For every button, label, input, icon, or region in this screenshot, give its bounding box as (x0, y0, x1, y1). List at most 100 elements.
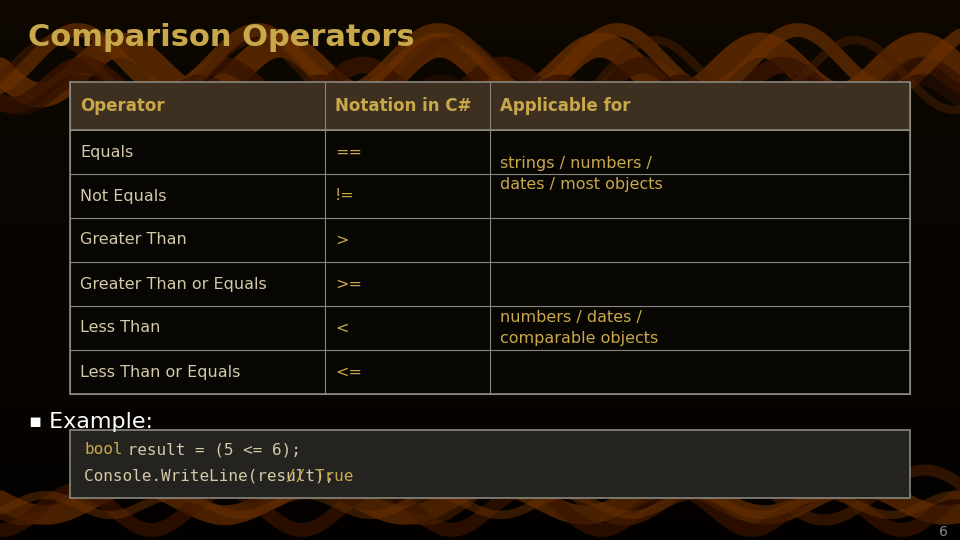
Bar (0, 511, 960, 512)
Bar (0, 459, 960, 460)
Bar (0, 35, 960, 36)
Bar (0, 439, 960, 440)
Bar (0, 251, 960, 252)
Bar (0, 284, 960, 285)
Bar (0, 128, 960, 129)
Bar (0, 470, 960, 471)
Text: strings / numbers /
dates / most objects: strings / numbers / dates / most objects (500, 156, 662, 192)
Bar (0, 314, 960, 315)
Bar (0, 106, 960, 107)
Bar (0, 51, 960, 52)
Bar (0, 523, 960, 524)
Bar (0, 231, 960, 232)
Bar (0, 415, 960, 416)
Bar (0, 510, 960, 511)
Bar (0, 1, 960, 2)
Bar (0, 318, 960, 319)
Bar (0, 259, 960, 260)
Bar (0, 407, 960, 408)
Bar (0, 14, 960, 15)
Bar (0, 496, 960, 497)
Bar (0, 537, 960, 538)
Bar (0, 218, 960, 219)
Bar (0, 9, 960, 10)
Bar (0, 492, 960, 493)
Bar (0, 296, 960, 297)
Bar (0, 447, 960, 448)
Bar (0, 254, 960, 255)
Bar (0, 207, 960, 208)
Bar (0, 32, 960, 33)
Bar (0, 250, 960, 251)
Bar (0, 138, 960, 139)
Bar (0, 469, 960, 470)
Bar (0, 429, 960, 430)
Bar (70, 306, 910, 350)
Bar (0, 498, 960, 499)
Bar (0, 321, 960, 322)
Bar (0, 179, 960, 180)
Bar (0, 386, 960, 387)
Bar (0, 325, 960, 326)
Bar (0, 233, 960, 234)
Bar (0, 111, 960, 112)
Bar (0, 326, 960, 327)
Bar (0, 328, 960, 329)
Bar (0, 360, 960, 361)
Bar (0, 260, 960, 261)
Bar (0, 519, 960, 520)
Bar (0, 58, 960, 59)
Bar (0, 214, 960, 215)
Bar (0, 521, 960, 522)
Bar (0, 461, 960, 462)
Bar (0, 43, 960, 44)
Bar (0, 151, 960, 152)
Bar (0, 408, 960, 409)
Bar (0, 143, 960, 144)
Bar (0, 89, 960, 90)
Bar (0, 488, 960, 489)
Bar (0, 529, 960, 530)
Bar (0, 29, 960, 30)
Text: ==: == (335, 145, 362, 159)
Bar (0, 140, 960, 141)
Bar (0, 116, 960, 117)
Bar (0, 198, 960, 199)
Bar (0, 49, 960, 50)
Bar (0, 298, 960, 299)
Bar (0, 205, 960, 206)
Bar (0, 86, 960, 87)
Bar (0, 160, 960, 161)
Bar (0, 120, 960, 121)
Bar (0, 122, 960, 123)
Bar (0, 216, 960, 217)
Bar (0, 335, 960, 336)
Bar (0, 267, 960, 268)
Bar (0, 249, 960, 250)
Bar (0, 212, 960, 213)
Bar (0, 536, 960, 537)
Bar (0, 210, 960, 211)
Bar (0, 509, 960, 510)
Bar (0, 172, 960, 173)
Bar (0, 434, 960, 435)
Bar (0, 455, 960, 456)
Bar (0, 282, 960, 283)
Bar (0, 258, 960, 259)
Bar (0, 385, 960, 386)
Bar (0, 209, 960, 210)
Bar (0, 224, 960, 225)
Bar (0, 390, 960, 391)
Bar (0, 142, 960, 143)
Bar (0, 319, 960, 320)
Bar (0, 508, 960, 509)
Bar (0, 495, 960, 496)
Bar (0, 96, 960, 97)
Bar (0, 56, 960, 57)
Bar (0, 55, 960, 56)
Bar (0, 8, 960, 9)
Bar (0, 132, 960, 133)
Bar (0, 103, 960, 104)
Bar (0, 33, 960, 34)
Text: !=: != (335, 188, 355, 204)
